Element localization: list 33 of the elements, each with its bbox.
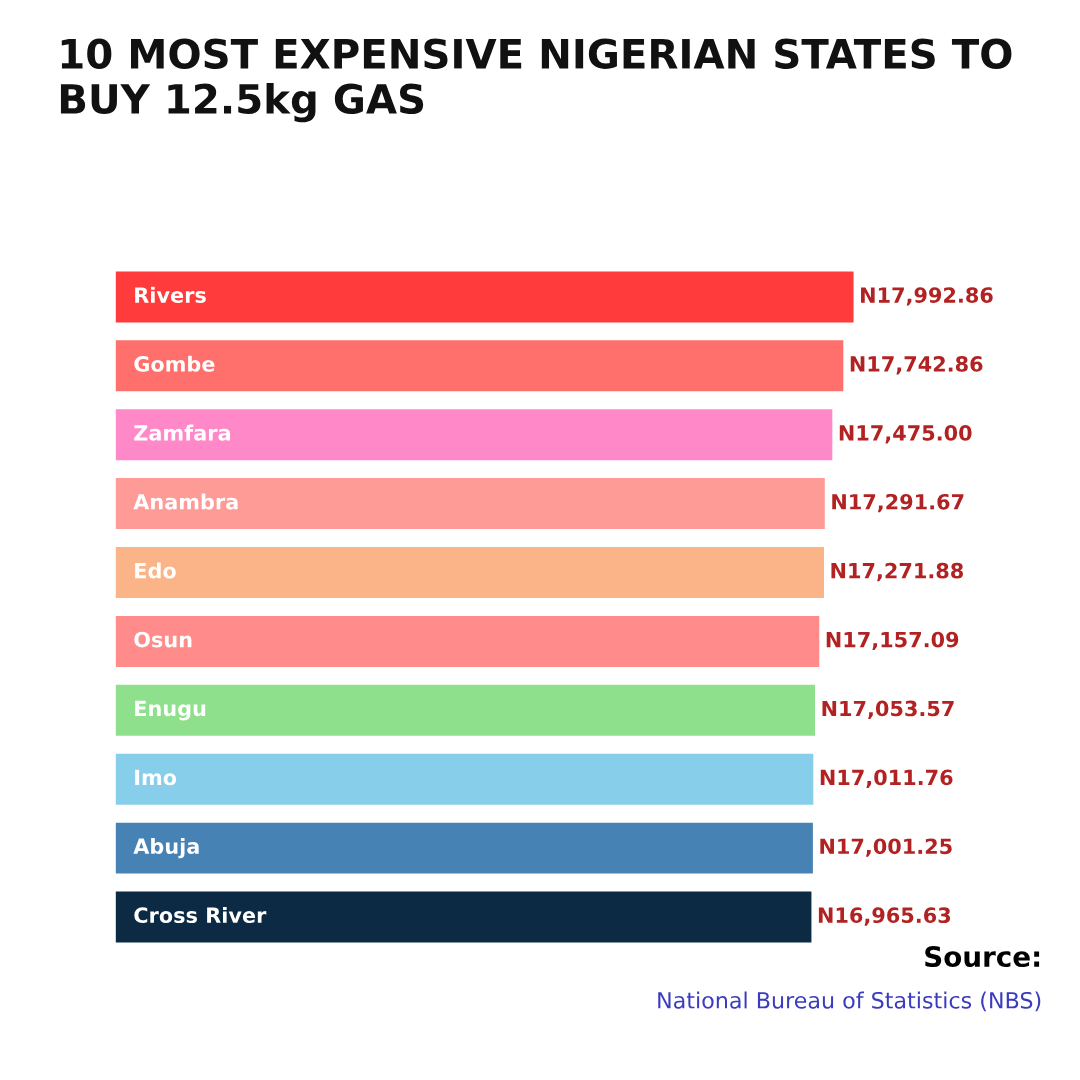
chart-title: 10 MOST EXPENSIVE NIGERIAN STATES TO BUY 12.5kg GAS bbox=[60, 38, 1012, 123]
y-tick-label: Edo bbox=[135, 562, 176, 579]
data-label: N17,053.57 bbox=[822, 700, 954, 720]
data-label: N16,965.63 bbox=[818, 907, 951, 926]
bar bbox=[115, 547, 824, 598]
bar bbox=[115, 822, 813, 874]
y-tick-label: Cross River bbox=[134, 906, 267, 924]
source-note: Source: bbox=[925, 946, 1040, 968]
y-tick-label: Rivers bbox=[135, 286, 206, 303]
y-tick-label: Anambra bbox=[133, 493, 238, 510]
bar bbox=[115, 478, 825, 530]
data-label: N17,001.25 bbox=[820, 838, 952, 857]
data-label: N17,011.76 bbox=[820, 769, 953, 788]
y-tick-label: Imo bbox=[135, 769, 177, 786]
data-label: N17,157.09 bbox=[826, 631, 959, 651]
y-tick-label: Osun bbox=[134, 631, 192, 648]
data-label: N17,992.86 bbox=[861, 287, 993, 306]
bar bbox=[115, 271, 854, 323]
data-label: N17,475.00 bbox=[839, 424, 972, 444]
y-tick-label: Enugu bbox=[135, 700, 206, 721]
bar bbox=[115, 753, 814, 805]
bar bbox=[115, 340, 844, 392]
bar bbox=[115, 615, 820, 667]
data-label: N17,291.67 bbox=[832, 493, 964, 513]
data-label: N17,742.86 bbox=[850, 356, 983, 375]
data-label: N17,271.88 bbox=[831, 562, 963, 582]
text: National Bureau of Statistics (NBS) bbox=[658, 991, 1041, 1012]
y-tick-label: Abuja bbox=[133, 837, 199, 859]
y-tick-label: Gombe bbox=[134, 355, 215, 372]
bar bbox=[115, 684, 816, 736]
bar bbox=[115, 409, 833, 461]
y-tick-label: Zamfara bbox=[134, 424, 230, 441]
bar bbox=[115, 891, 812, 943]
